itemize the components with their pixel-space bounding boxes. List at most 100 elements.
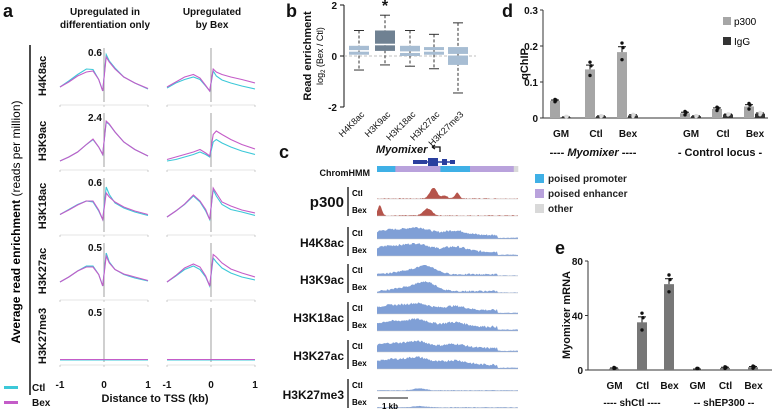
profile-line-bex <box>59 55 149 92</box>
data-point <box>564 114 568 119</box>
gene-name: Myomixer <box>567 147 619 159</box>
bar-myomixer-mrna <box>637 322 647 370</box>
condition-label: Ctl <box>352 266 363 275</box>
category-label: GM <box>606 381 622 392</box>
track-label-h3k18ac: H3K18ac <box>293 311 344 325</box>
chromhmm-legend-swatch <box>535 204 544 213</box>
y-tick-label: 0.3 <box>524 6 538 17</box>
condition-label: Bex <box>352 398 367 407</box>
data-point <box>667 273 671 277</box>
significance-star: * <box>382 0 389 15</box>
data-point <box>694 113 698 118</box>
condition-label: Bex <box>352 321 367 330</box>
data-point <box>695 366 699 371</box>
profile-line-bex <box>166 186 256 220</box>
chromhmm-legend-swatch <box>535 189 544 198</box>
category-label: Bex <box>744 381 763 392</box>
panel-letter-c: c <box>279 142 289 162</box>
condition-label: Bex <box>352 283 367 292</box>
data-point <box>641 316 645 320</box>
bar-myomixer-mrna <box>664 284 674 370</box>
data-point <box>621 45 625 50</box>
category-label: Ctl <box>719 381 733 392</box>
data-point <box>620 57 624 62</box>
condition-label: Bex <box>352 359 367 368</box>
condition-label: Ctl <box>352 229 363 238</box>
row-label-h3k27ac: H3K27ac <box>37 248 49 294</box>
category-label: GM <box>553 129 569 140</box>
box-lower <box>349 51 369 55</box>
y-tick-label: 0.2 <box>524 42 538 53</box>
category-label: GM <box>683 129 699 140</box>
signal-track-ctl <box>377 265 518 276</box>
signal-track-bex <box>377 205 518 216</box>
y-tick-label: 0.1 <box>524 78 538 89</box>
bar-p300 <box>617 52 627 119</box>
x-tick-label: -1 <box>163 380 172 391</box>
data-point <box>631 112 635 116</box>
legend-swatch-igg <box>723 37 731 45</box>
column-title-line1: Upregulated in <box>70 7 140 18</box>
profile-line-bex <box>166 130 256 161</box>
panel-letter-e: e <box>555 238 565 258</box>
row-ymax-label: 0.5 <box>88 243 102 254</box>
track-label-h4k8ac: H4K8ac <box>300 236 344 250</box>
condition-label: Bex <box>352 246 367 255</box>
category-label: GM <box>689 381 705 392</box>
signal-track-bex <box>377 405 518 408</box>
row-label-h3k27me3: H3K27me3 <box>37 308 49 364</box>
log-text: log <box>315 73 325 85</box>
data-point <box>683 109 687 114</box>
legend-swatch-ctl <box>4 386 18 389</box>
data-point <box>758 110 762 115</box>
data-point <box>723 365 727 369</box>
box-lower <box>448 55 468 65</box>
chromhmm-legend-label: poised promoter <box>548 174 627 185</box>
chromhmm-segment <box>470 166 515 172</box>
y-axis-title-units: (reads per million) <box>9 101 23 200</box>
data-point <box>588 73 592 78</box>
dash: ---- <box>619 147 637 159</box>
bar-p300 <box>585 69 595 118</box>
panel-c: Myomixer ChromHMM p300 Ctl Bex H4K8ac Ctl Bex… <box>283 144 628 411</box>
box-upper <box>448 47 468 54</box>
box-lower <box>375 45 395 51</box>
condition-label: Ctl <box>352 189 363 198</box>
box-upper <box>424 47 444 51</box>
gene-name: Myomixer <box>376 144 428 156</box>
condition-label: Bex <box>352 206 367 215</box>
y-axis-title: Myomixer mRNA <box>561 271 573 359</box>
profile-line-bex <box>59 253 149 287</box>
row-label-h3k9ac: H3K9ac <box>37 121 49 161</box>
signal-track-ctl <box>377 227 518 239</box>
y-axis-title: Average read enrichment (reads per milli… <box>9 101 23 344</box>
data-point <box>620 41 624 45</box>
data-point <box>640 311 644 315</box>
x-tick-label: 1 <box>252 380 258 391</box>
group-label-control: - Control locus - <box>678 147 763 159</box>
signal-track-bex <box>377 356 518 369</box>
data-point <box>553 97 557 102</box>
legend-swatch-p300 <box>723 17 731 25</box>
row-ymax-label: 0.5 <box>88 308 102 319</box>
y-axis-title: Read enrichment <box>302 11 314 101</box>
data-point <box>747 107 751 111</box>
x-axis-title: Distance to TSS (kb) <box>102 393 209 405</box>
profile-line-bex <box>166 67 256 93</box>
profile-line-ctl <box>166 138 256 162</box>
group-label-myomixer: ---- Myomixer ---- <box>550 147 637 159</box>
legend-swatch-bex <box>4 401 18 404</box>
box-lower <box>424 51 444 55</box>
category-label: Bex <box>619 129 638 140</box>
signal-track-bex <box>377 243 518 256</box>
tss-arrow-icon <box>431 144 441 152</box>
data-point <box>667 290 671 294</box>
y-tick-label: 0 <box>331 52 337 63</box>
legend-label-igg: IgG <box>734 37 750 48</box>
legend-label-ctl: Ctl <box>32 383 46 394</box>
panel-e: Myomixer mRNA ---- shCtl ---- -- shEP300… <box>561 257 772 409</box>
signal-track-ctl <box>377 340 518 352</box>
data-point <box>668 277 672 282</box>
chromhmm-segment <box>395 166 441 172</box>
category-label: H4K8ac <box>337 109 367 139</box>
